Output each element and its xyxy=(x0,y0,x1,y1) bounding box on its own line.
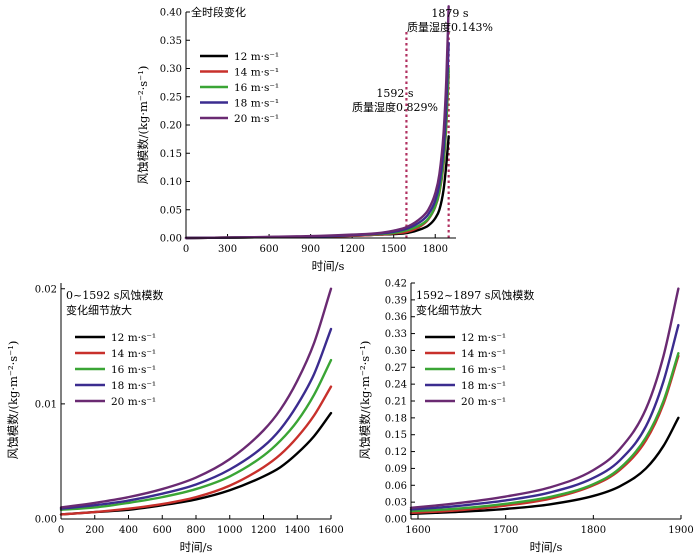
series-line xyxy=(59,287,333,509)
y-tick-label: 0.30 xyxy=(160,64,182,75)
y-tick-label: 0.25 xyxy=(160,92,182,103)
x-tick-label: 1700 xyxy=(493,525,518,536)
legend-label: 18 m·s⁻¹ xyxy=(111,380,156,392)
series-line xyxy=(59,385,333,516)
x-tick-label: 1800 xyxy=(581,525,606,536)
x-tick-label: 1600 xyxy=(318,525,343,536)
y-tick-label: 0.42 xyxy=(385,279,407,290)
y-tick-label: 0.20 xyxy=(160,121,182,132)
panel-early-y-label: 风蚀模数/(kg·m⁻²·s⁻¹) xyxy=(6,341,20,460)
panel-late: 0.00 0.03 0.06 0.09 0.12 0.15 0.18 0.21 0.24 0.27… xyxy=(358,279,694,555)
x-tick-label: 800 xyxy=(186,525,205,536)
series-line xyxy=(184,135,450,240)
y-tick-label: 0.40 xyxy=(160,8,182,19)
vline-1592-label-time: 1592 s xyxy=(376,87,413,100)
y-tick-label: 0.21 xyxy=(385,397,407,408)
legend-label: 16 m·s⁻¹ xyxy=(234,82,279,94)
x-tick-label: 1200 xyxy=(251,525,276,536)
panel-full-title: 全时段变化 xyxy=(191,5,246,19)
y-tick-label: 0.03 xyxy=(385,498,407,509)
legend-label: 20 m·s⁻¹ xyxy=(111,396,156,408)
y-tick-label: 0.15 xyxy=(385,430,407,441)
y-tick-label: 0.15 xyxy=(160,149,182,160)
series-line xyxy=(409,416,680,516)
series-line xyxy=(409,323,680,511)
x-tick-label: 0 xyxy=(58,525,64,536)
legend-label: 20 m·s⁻¹ xyxy=(461,396,506,408)
panel-early-title: 0~1592 s风蚀模数 xyxy=(66,288,163,302)
series-line xyxy=(184,5,450,240)
x-tick-label: 1000 xyxy=(217,525,242,536)
y-tick-label: 0.33 xyxy=(385,329,407,340)
legend-label: 12 m·s⁻¹ xyxy=(234,51,279,63)
x-tick-label: 1500 xyxy=(381,244,406,255)
series-line xyxy=(409,352,680,513)
y-tick-label: 0.02 xyxy=(35,284,57,295)
legend-label: 14 m·s⁻¹ xyxy=(461,348,506,360)
y-tick-label: 0.00 xyxy=(35,515,57,526)
x-tick-label: 600 xyxy=(153,525,172,536)
y-tick-label: 0.01 xyxy=(35,399,57,410)
vline-1879-label-humidity: 质量湿度0.143% xyxy=(407,20,493,34)
y-tick-label: 0.18 xyxy=(385,413,407,424)
legend-label: 14 m·s⁻¹ xyxy=(234,67,279,79)
legend-label: 16 m·s⁻¹ xyxy=(111,364,156,376)
y-tick-label: 0.09 xyxy=(385,464,407,475)
y-tick-label: 0.27 xyxy=(385,363,407,374)
x-tick-label: 0 xyxy=(183,244,189,255)
y-tick-label: 0.12 xyxy=(385,447,407,458)
x-tick-label: 1600 xyxy=(405,525,430,536)
y-tick-label: 0.00 xyxy=(160,234,182,245)
legend-label: 18 m·s⁻¹ xyxy=(234,98,279,110)
x-tick-label: 1800 xyxy=(423,244,448,255)
panel-late-title: 1592~1897 s风蚀模数 xyxy=(416,288,534,302)
y-tick-label: 0.35 xyxy=(160,36,182,47)
x-tick-label: 1200 xyxy=(339,244,364,255)
vline-1879-label-time: 1879 s xyxy=(431,7,468,20)
x-tick-label: 400 xyxy=(119,525,138,536)
x-tick-label: 1400 xyxy=(285,525,310,536)
panel-full-y-label: 风蚀模数/(kg·m⁻²·s⁻¹) xyxy=(136,66,150,185)
panel-full-x-label: 时间/s xyxy=(312,259,345,273)
panel-early-x-label: 时间/s xyxy=(180,540,213,554)
y-tick-label: 0.06 xyxy=(385,481,407,492)
panel-late-y-label: 风蚀模数/(kg·m⁻²·s⁻¹) xyxy=(358,341,372,460)
legend-label: 20 m·s⁻¹ xyxy=(234,113,279,125)
series-line xyxy=(59,327,333,510)
panel-early: 0.00 0.01 0.02 0 200 400 600 800 1000 1200 1400 160… xyxy=(6,283,344,554)
y-tick-label: 0.00 xyxy=(385,515,407,526)
legend-label: 18 m·s⁻¹ xyxy=(461,380,506,392)
x-tick-label: 200 xyxy=(85,525,104,536)
panel-late-plot: 0.00 0.03 0.06 0.09 0.12 0.15 0.18 0.21 0.24 0.27… xyxy=(385,279,694,537)
legend-label: 12 m·s⁻¹ xyxy=(461,332,506,344)
x-tick-label: 300 xyxy=(218,244,237,255)
series-line xyxy=(409,354,680,515)
y-tick-label: 0.39 xyxy=(385,295,407,306)
panel-late-x-label: 时间/s xyxy=(530,540,563,554)
y-tick-label: 0.10 xyxy=(160,177,182,188)
panel-full: 0.00 0.05 0.10 0.15 0.20 0.25 0.30 0.35 0.40 0 300… xyxy=(136,5,493,273)
panel-full-plot: 0.00 0.05 0.10 0.15 0.20 0.25 0.30 0.35 0.40 0 300… xyxy=(160,5,450,255)
legend-label: 12 m·s⁻¹ xyxy=(111,332,156,344)
y-tick-label: 0.30 xyxy=(385,346,407,357)
panel-early-subtitle: 变化细节放大 xyxy=(66,303,132,317)
panel-early-plot: 0.00 0.01 0.02 0 200 400 600 800 1000 1200 1400 160… xyxy=(35,284,344,536)
x-tick-label: 1900 xyxy=(668,525,693,536)
series-line xyxy=(59,358,333,511)
y-tick-label: 0.36 xyxy=(385,312,407,323)
y-tick-label: 0.05 xyxy=(160,205,182,216)
legend-label: 14 m·s⁻¹ xyxy=(111,348,156,360)
x-tick-label: 900 xyxy=(301,244,320,255)
legend-label: 16 m·s⁻¹ xyxy=(461,364,506,376)
vline-1592-label-humidity: 质量湿度0.829% xyxy=(352,100,438,114)
x-tick-label: 600 xyxy=(260,244,279,255)
panel-late-subtitle: 变化细节放大 xyxy=(416,303,482,317)
y-tick-label: 0.24 xyxy=(385,380,407,391)
series-line xyxy=(409,287,680,509)
